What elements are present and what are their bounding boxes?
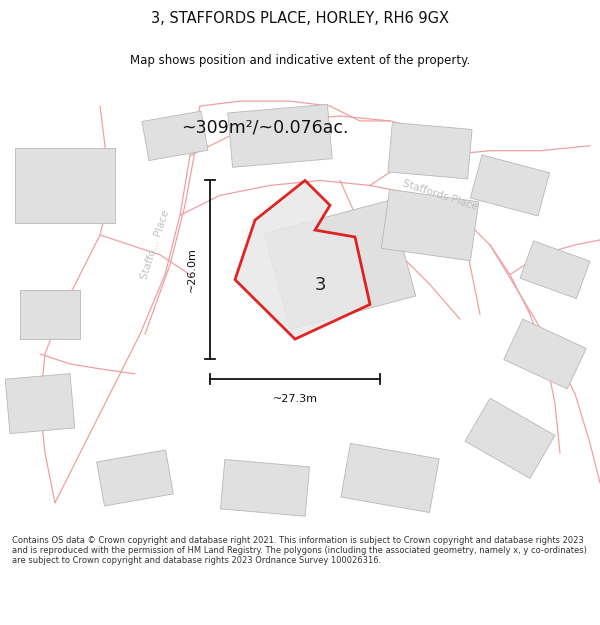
Text: ~27.3m: ~27.3m xyxy=(272,394,317,404)
Text: 3: 3 xyxy=(314,276,326,294)
Polygon shape xyxy=(520,241,590,299)
Text: Contains OS data © Crown copyright and database right 2021. This information is : Contains OS data © Crown copyright and d… xyxy=(12,536,587,566)
Text: 3, STAFFORDS PLACE, HORLEY, RH6 9GX: 3, STAFFORDS PLACE, HORLEY, RH6 9GX xyxy=(151,11,449,26)
Polygon shape xyxy=(5,374,75,434)
Polygon shape xyxy=(470,155,550,216)
Text: Map shows position and indicative extent of the property.: Map shows position and indicative extent… xyxy=(130,54,470,67)
Text: ~309m²/~0.076ac.: ~309m²/~0.076ac. xyxy=(181,119,349,137)
Text: Staffo… Place: Staffo… Place xyxy=(139,209,171,281)
Polygon shape xyxy=(264,200,416,329)
Polygon shape xyxy=(20,289,80,339)
Polygon shape xyxy=(504,319,586,389)
Polygon shape xyxy=(381,189,479,261)
Polygon shape xyxy=(142,111,208,161)
Text: Staffords Place: Staffords Place xyxy=(401,179,479,212)
Text: ~26.0m: ~26.0m xyxy=(187,248,197,292)
Polygon shape xyxy=(388,122,472,179)
Polygon shape xyxy=(15,148,115,222)
Polygon shape xyxy=(465,398,555,478)
Polygon shape xyxy=(228,104,332,168)
Polygon shape xyxy=(235,181,370,339)
Polygon shape xyxy=(220,459,310,516)
Polygon shape xyxy=(341,443,439,512)
Polygon shape xyxy=(97,450,173,506)
